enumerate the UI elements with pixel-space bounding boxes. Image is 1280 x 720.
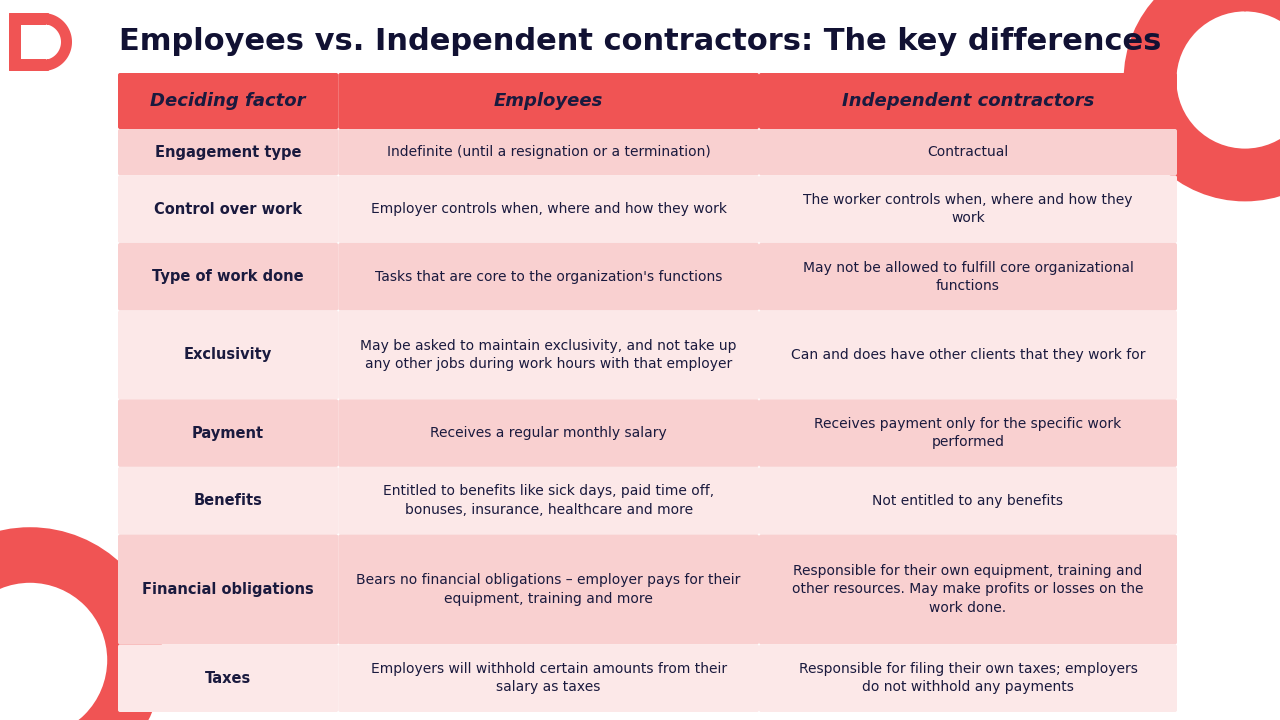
FancyBboxPatch shape <box>9 59 49 71</box>
FancyBboxPatch shape <box>338 73 759 129</box>
FancyBboxPatch shape <box>759 644 1178 712</box>
Text: Deciding factor: Deciding factor <box>150 92 306 110</box>
FancyBboxPatch shape <box>118 467 338 534</box>
FancyBboxPatch shape <box>338 129 759 176</box>
FancyBboxPatch shape <box>338 176 759 243</box>
FancyBboxPatch shape <box>118 400 338 467</box>
FancyBboxPatch shape <box>338 467 759 534</box>
FancyBboxPatch shape <box>118 644 338 712</box>
Text: Control over work: Control over work <box>154 202 302 217</box>
Text: Not entitled to any benefits: Not entitled to any benefits <box>873 494 1064 508</box>
Text: Employees vs. Independent contractors: The key differences: Employees vs. Independent contractors: T… <box>119 27 1161 56</box>
Text: Exclusivity: Exclusivity <box>184 348 273 362</box>
Text: May be asked to maintain exclusivity, and not take up
any other jobs during work: May be asked to maintain exclusivity, an… <box>361 338 737 371</box>
FancyBboxPatch shape <box>759 400 1178 467</box>
Text: Independent contractors: Independent contractors <box>842 92 1094 110</box>
FancyBboxPatch shape <box>759 534 1178 644</box>
Text: Employees: Employees <box>494 92 603 110</box>
Text: Tasks that are core to the organization's functions: Tasks that are core to the organization'… <box>375 270 722 284</box>
Polygon shape <box>44 13 72 71</box>
Text: Type of work done: Type of work done <box>152 269 303 284</box>
Text: Entitled to benefits like sick days, paid time off,
bonuses, insurance, healthca: Entitled to benefits like sick days, pai… <box>383 485 714 517</box>
FancyBboxPatch shape <box>9 13 20 71</box>
Text: Benefits: Benefits <box>193 493 262 508</box>
Text: Engagement type: Engagement type <box>155 145 301 160</box>
Polygon shape <box>33 24 60 60</box>
FancyBboxPatch shape <box>338 644 759 712</box>
Text: Responsible for their own equipment, training and
other resources. May make prof: Responsible for their own equipment, tra… <box>792 564 1144 615</box>
FancyBboxPatch shape <box>118 243 338 310</box>
FancyBboxPatch shape <box>338 243 759 310</box>
FancyBboxPatch shape <box>118 129 338 176</box>
Text: Financial obligations: Financial obligations <box>142 582 314 597</box>
Text: Indefinite (until a resignation or a termination): Indefinite (until a resignation or a ter… <box>387 145 710 159</box>
FancyBboxPatch shape <box>118 176 338 243</box>
FancyBboxPatch shape <box>759 467 1178 534</box>
FancyBboxPatch shape <box>759 310 1178 400</box>
Text: Employer controls when, where and how they work: Employer controls when, where and how th… <box>371 202 727 216</box>
FancyBboxPatch shape <box>338 534 759 644</box>
Text: May not be allowed to fulfill core organizational
functions: May not be allowed to fulfill core organ… <box>803 261 1133 293</box>
Text: The worker controls when, where and how they
work: The worker controls when, where and how … <box>804 193 1133 225</box>
Text: Receives payment only for the specific work
performed: Receives payment only for the specific w… <box>814 417 1121 449</box>
FancyBboxPatch shape <box>759 73 1178 129</box>
Text: Taxes: Taxes <box>205 671 251 685</box>
FancyBboxPatch shape <box>9 13 49 25</box>
FancyBboxPatch shape <box>118 310 338 400</box>
FancyBboxPatch shape <box>338 310 759 400</box>
Text: Receives a regular monthly salary: Receives a regular monthly salary <box>430 426 667 440</box>
FancyBboxPatch shape <box>759 129 1178 176</box>
Text: Contractual: Contractual <box>928 145 1009 159</box>
Text: Bears no financial obligations – employer pays for their
equipment, training and: Bears no financial obligations – employe… <box>356 573 741 606</box>
FancyBboxPatch shape <box>118 73 338 129</box>
FancyBboxPatch shape <box>759 176 1178 243</box>
FancyBboxPatch shape <box>338 400 759 467</box>
FancyBboxPatch shape <box>759 243 1178 310</box>
Text: Responsible for filing their own taxes; employers
do not withhold any payments: Responsible for filing their own taxes; … <box>799 662 1138 694</box>
Text: Can and does have other clients that they work for: Can and does have other clients that the… <box>791 348 1146 362</box>
Text: Employers will withhold certain amounts from their
salary as taxes: Employers will withhold certain amounts … <box>371 662 727 694</box>
FancyBboxPatch shape <box>118 534 338 644</box>
Text: Payment: Payment <box>192 426 264 441</box>
